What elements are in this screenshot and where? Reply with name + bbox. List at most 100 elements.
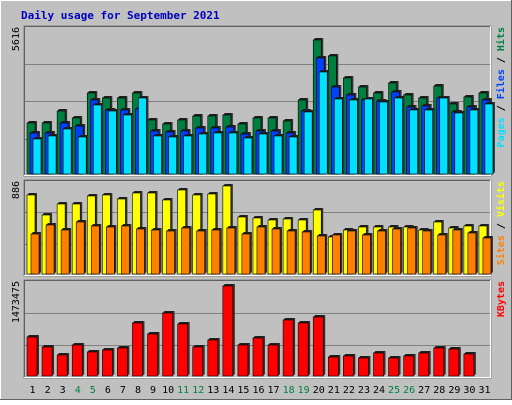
bar-top — [147, 118, 158, 120]
bar-pages-day-27 — [424, 108, 435, 175]
bar-kbytes-day-24 — [373, 351, 386, 377]
y-max-label: 1473475 — [11, 281, 22, 323]
bar-face — [301, 231, 311, 275]
bar-top — [391, 90, 402, 92]
bar-side — [460, 228, 463, 274]
bar-pages-day-16 — [258, 132, 269, 175]
bar-top — [286, 131, 297, 133]
bar-top — [27, 193, 37, 195]
bar-kbytes-day-20 — [312, 315, 326, 377]
x-tick-label-day-24: 24 — [373, 385, 385, 396]
bar-sites-day-29 — [452, 228, 463, 275]
bar-top — [177, 118, 188, 120]
y-max-label: 5616 — [11, 27, 22, 51]
bar-face — [379, 101, 388, 175]
bar-face — [392, 228, 401, 275]
bar-side — [101, 103, 104, 174]
bar-face — [394, 97, 403, 175]
bar-top — [57, 202, 68, 204]
bar-top — [117, 197, 128, 199]
bar-top — [210, 126, 221, 128]
bar-side — [84, 220, 87, 274]
bar-top — [181, 226, 192, 228]
legend-item: Hits — [495, 27, 507, 51]
chart-panels: 5616 Pages / Files / Hits 886 Sites / Visit… — [11, 25, 507, 379]
legend-separator: / — [496, 51, 507, 69]
bar-top — [313, 208, 324, 210]
legend: Sites / Visits — [495, 181, 507, 265]
x-tick-label-day-11: 11 — [177, 385, 189, 396]
bar-top — [147, 191, 158, 193]
bar-side — [415, 226, 418, 274]
bar-top — [283, 318, 296, 320]
bar-face — [108, 110, 117, 175]
bar-side — [447, 96, 450, 174]
bar-face — [181, 227, 190, 275]
x-tick-label-day-12: 12 — [192, 385, 204, 396]
bar-side — [338, 355, 341, 376]
bar-top — [198, 132, 209, 134]
bar-top — [27, 121, 37, 123]
bar-face — [166, 230, 175, 275]
bar-sites-day-5 — [90, 224, 102, 275]
x-tick-label-day-1: 1 — [30, 385, 36, 396]
bar-sites-day-27 — [422, 229, 433, 275]
bar-pages-day-20 — [318, 70, 330, 175]
bar-top — [272, 227, 283, 229]
bar-top — [222, 284, 235, 286]
bar-top — [388, 356, 401, 358]
bar-sites-day-21 — [331, 233, 343, 275]
bar-pages-day-2 — [47, 134, 59, 175]
bar-face — [92, 104, 102, 175]
bar-side — [282, 134, 285, 174]
bar-kbytes-day-8 — [132, 321, 145, 377]
bar-side — [297, 135, 300, 174]
bar-top — [151, 228, 162, 230]
bar-top — [57, 109, 68, 111]
bar-side — [131, 113, 134, 174]
bar-top — [406, 105, 417, 107]
bar-sites-day-16 — [256, 225, 267, 275]
bar-face — [297, 322, 309, 377]
x-tick-label-day-6: 6 — [105, 385, 111, 396]
bar-side — [327, 70, 330, 174]
bar-side — [402, 96, 405, 174]
bar-face — [303, 111, 313, 175]
bar-face — [343, 355, 354, 377]
bar-face — [102, 349, 113, 377]
bar-side — [458, 347, 461, 376]
bar-side — [37, 335, 39, 376]
bar-top — [328, 355, 341, 357]
bar-top — [268, 343, 281, 345]
bar-kbytes-day-12 — [192, 345, 205, 377]
bar-top — [123, 113, 134, 115]
bar-side — [97, 350, 100, 376]
bar-top — [347, 229, 358, 231]
bar-pages-day-14 — [228, 131, 239, 175]
bar-side — [357, 98, 360, 174]
x-tick-label-day-18: 18 — [283, 385, 295, 396]
bar-kbytes-day-17 — [267, 343, 281, 377]
bar-face — [282, 319, 294, 377]
bar-top — [433, 346, 446, 348]
bar-side — [69, 228, 72, 274]
bar-top — [46, 223, 57, 225]
bar-kbytes-day-5 — [86, 350, 100, 377]
bar-side — [293, 318, 296, 376]
bar-side — [383, 351, 386, 376]
bar-side — [342, 97, 345, 174]
bar-side — [234, 226, 237, 274]
bar-kbytes-day-29 — [448, 347, 461, 377]
bar-pages-day-19 — [303, 110, 315, 175]
bar-face — [467, 232, 477, 275]
bar-top — [334, 97, 345, 99]
legend-item: Files — [495, 69, 507, 99]
x-tick-label-day-13: 13 — [207, 385, 219, 396]
bar-face — [258, 133, 268, 175]
x-tick-label-day-8: 8 — [135, 385, 141, 396]
bar-top — [304, 110, 315, 112]
bar-top — [424, 108, 435, 110]
bar-side — [432, 108, 435, 174]
bar-side — [430, 229, 433, 274]
bar-kbytes-day-9 — [147, 332, 160, 377]
